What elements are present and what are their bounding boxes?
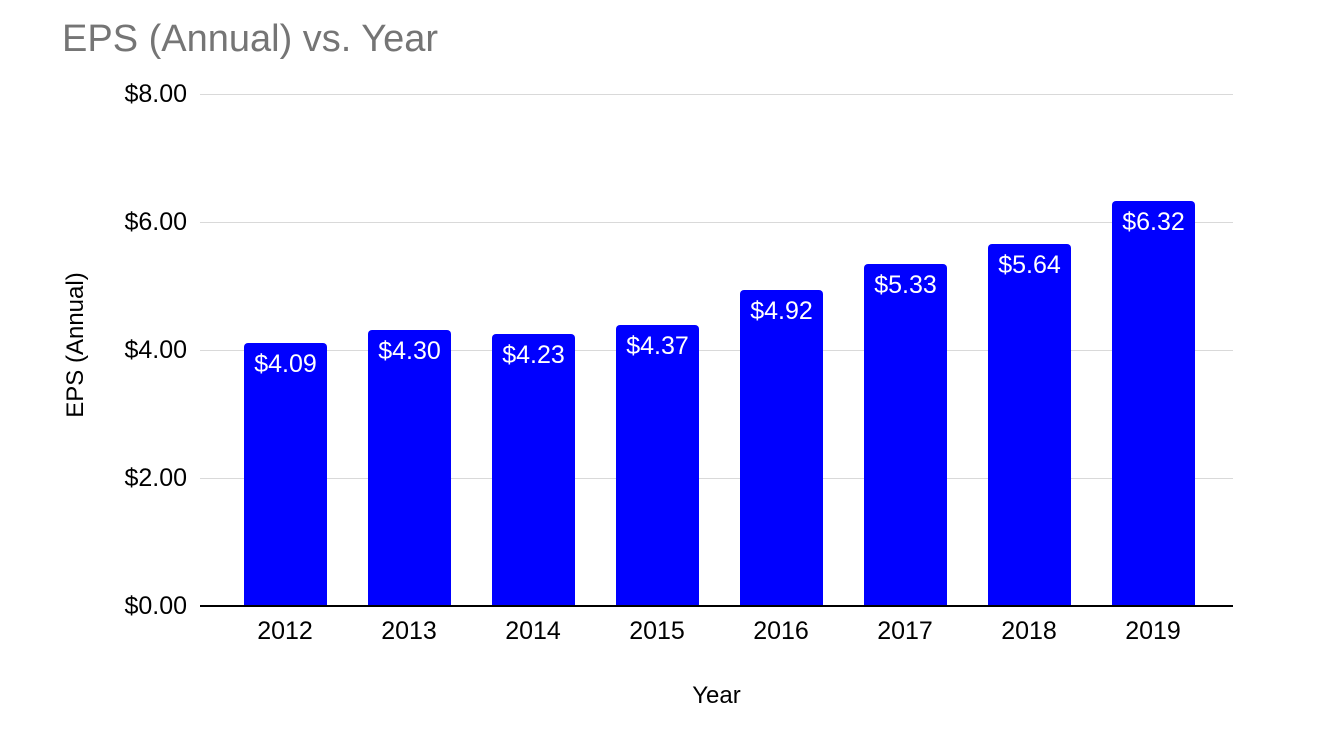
x-tick-label-2016: 2016: [753, 617, 809, 645]
x-tick-label-2019: 2019: [1125, 617, 1181, 645]
bar-value-label: $5.64: [998, 251, 1061, 279]
y-tick-label: $8.00: [124, 80, 187, 108]
bar-value-label: $6.32: [1122, 208, 1185, 236]
x-tick-label-2017: 2017: [877, 617, 933, 645]
gridline: [200, 94, 1233, 95]
bar-2018: $5.64: [988, 244, 1071, 605]
bar-2014: $4.23: [492, 334, 575, 605]
y-tick-label: $0.00: [124, 592, 187, 620]
bar-2019: $6.32: [1112, 201, 1195, 605]
x-tick-label-2013: 2013: [381, 617, 437, 645]
bar-value-label: $4.30: [378, 337, 441, 365]
gridline: [200, 222, 1233, 223]
bar-value-label: $4.09: [254, 350, 317, 378]
x-axis-title: Year: [692, 682, 741, 709]
gridline: [200, 478, 1233, 479]
y-tick-label: $6.00: [124, 208, 187, 236]
y-tick-label: $2.00: [124, 464, 187, 492]
x-axis-line: [200, 605, 1233, 607]
bar-value-label: $4.92: [750, 297, 813, 325]
chart-title: EPS (Annual) vs. Year: [62, 18, 438, 60]
bar-2015: $4.37: [616, 325, 699, 605]
bar-value-label: $4.23: [502, 341, 565, 369]
x-tick-label-2015: 2015: [629, 617, 685, 645]
x-tick-label-2018: 2018: [1001, 617, 1057, 645]
x-tick-label-2012: 2012: [257, 617, 313, 645]
bar-2013: $4.30: [368, 330, 451, 605]
bar-value-label: $5.33: [874, 271, 937, 299]
y-tick-label: $4.00: [124, 336, 187, 364]
x-tick-label-2014: 2014: [505, 617, 561, 645]
bar-value-label: $4.37: [626, 332, 689, 360]
bar-2017: $5.33: [864, 264, 947, 605]
bar-2016: $4.92: [740, 290, 823, 605]
bar-2012: $4.09: [244, 343, 327, 605]
gridline: [200, 350, 1233, 351]
